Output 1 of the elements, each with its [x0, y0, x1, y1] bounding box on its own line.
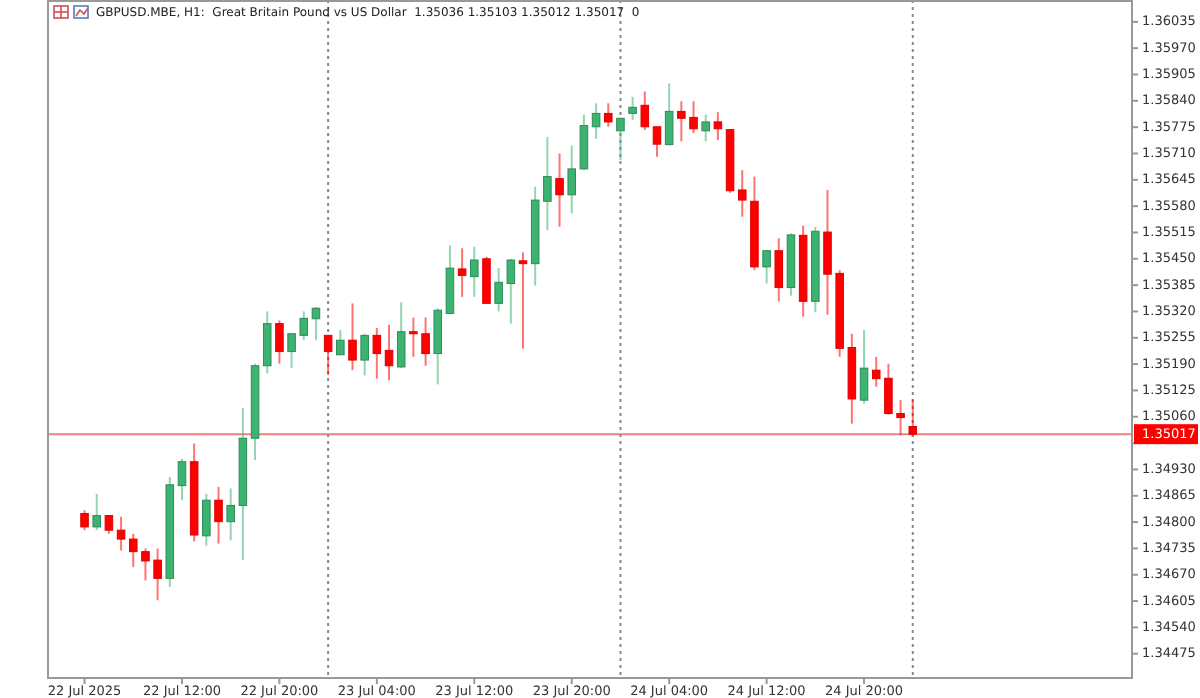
candlestick — [482, 255, 491, 305]
